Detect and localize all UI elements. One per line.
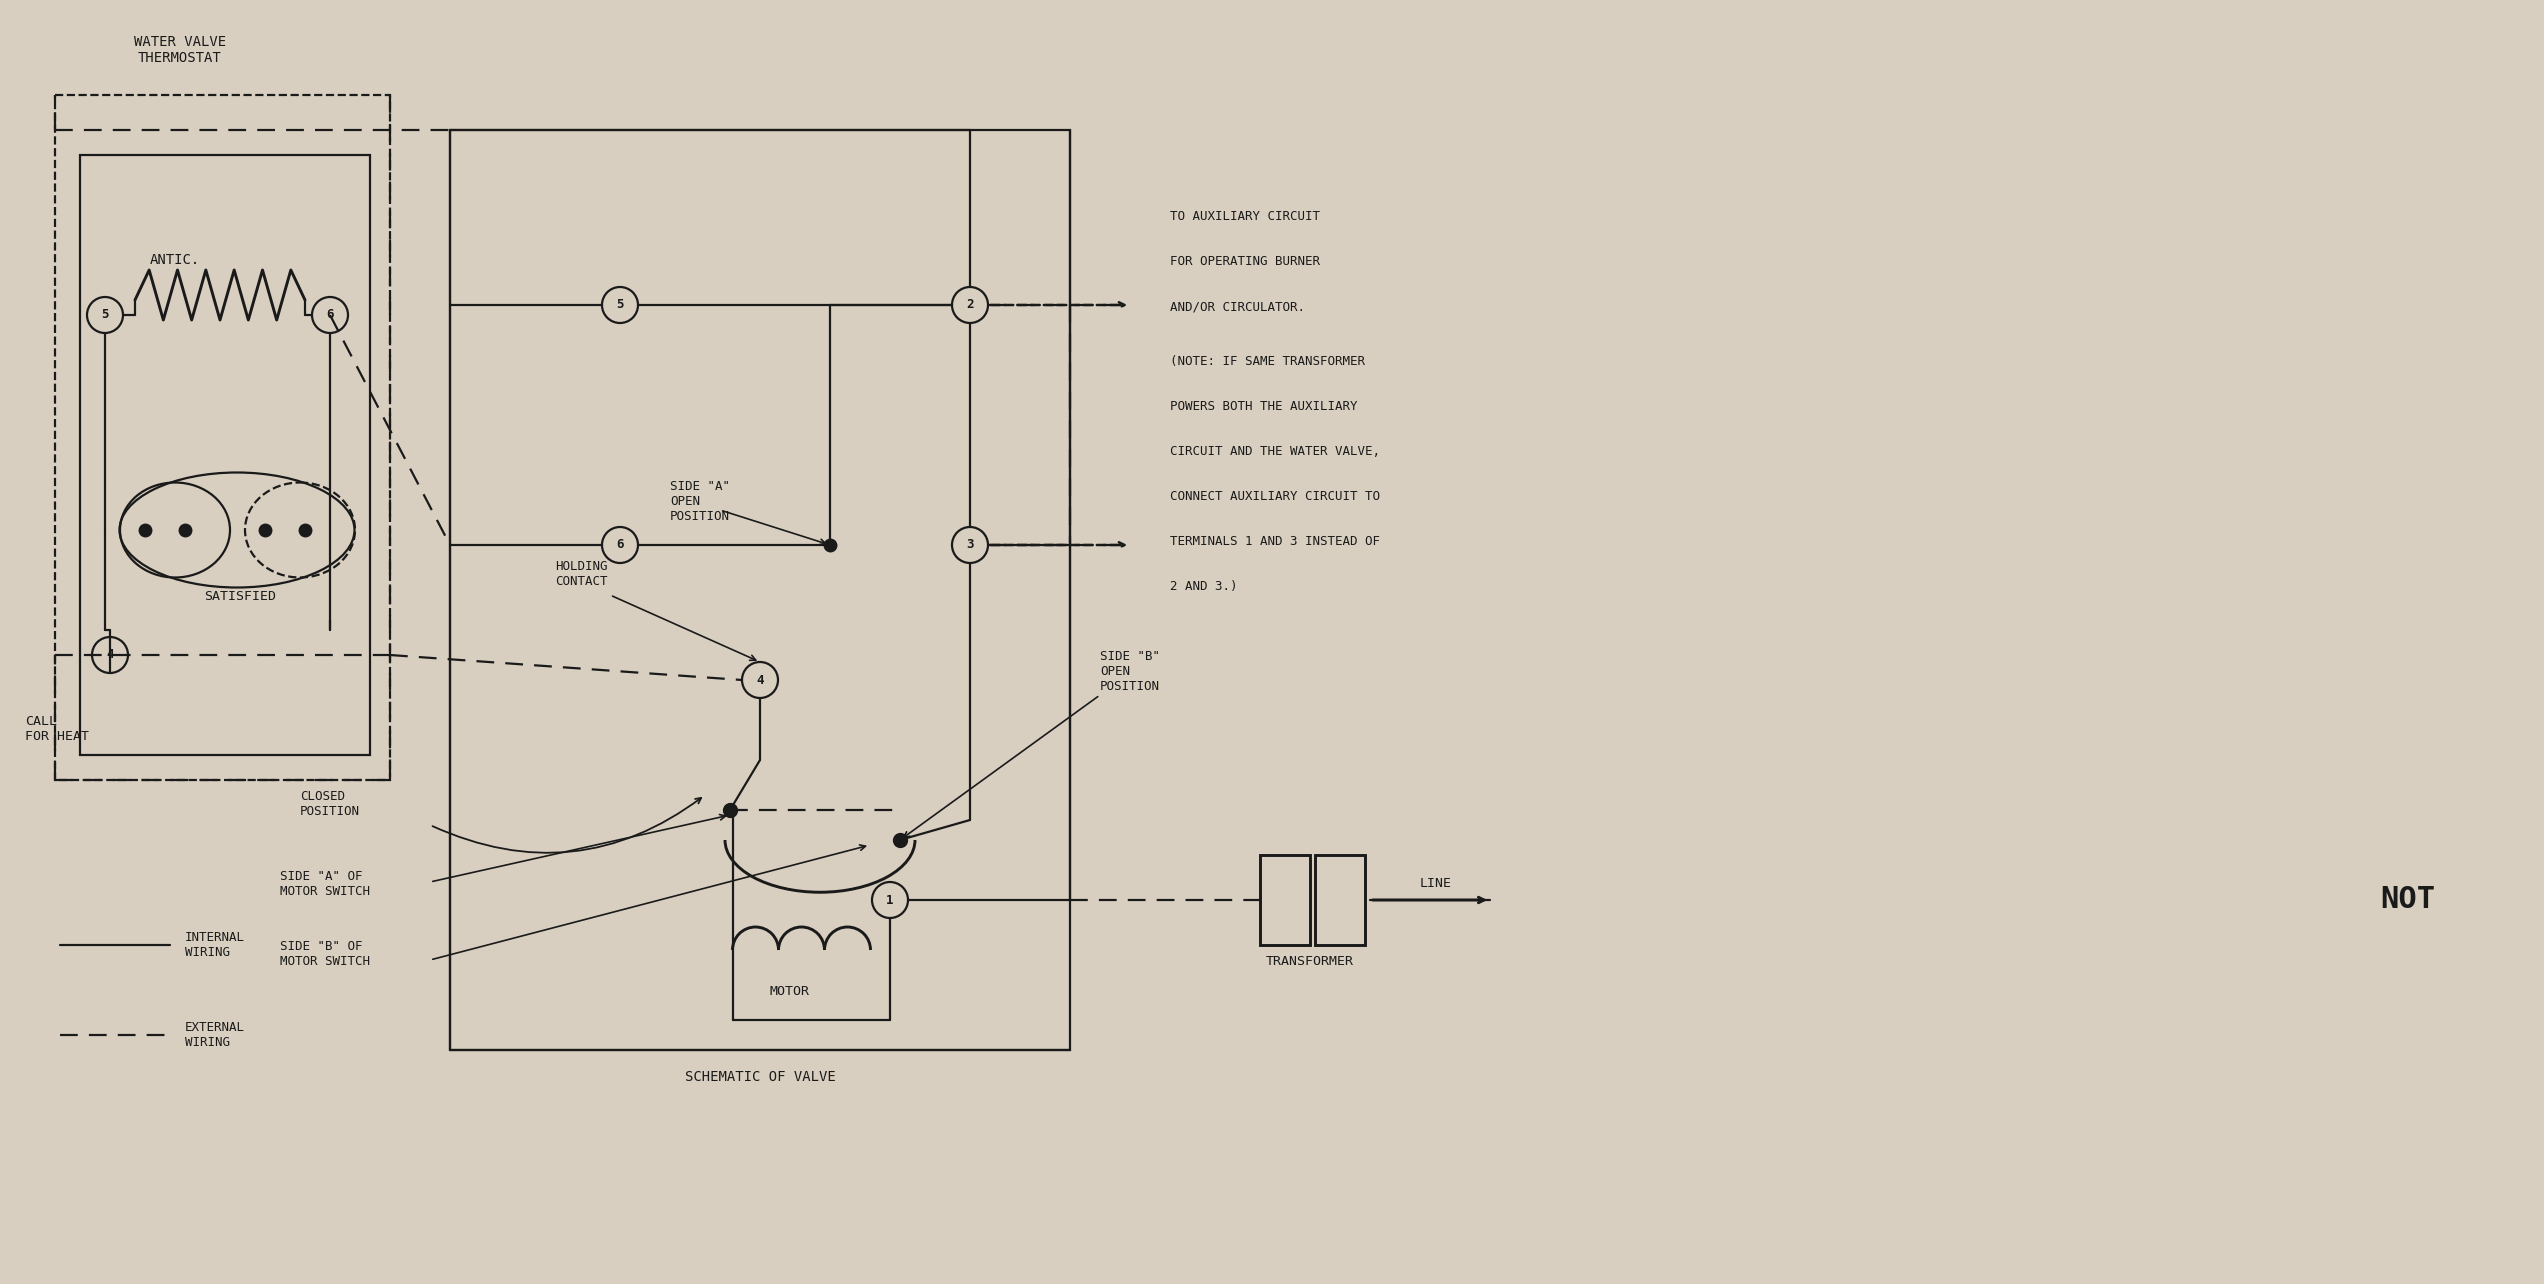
Text: SIDE "A"
OPEN
POSITION: SIDE "A" OPEN POSITION: [669, 480, 730, 523]
Text: TERMINALS 1 AND 3 INSTEAD OF: TERMINALS 1 AND 3 INSTEAD OF: [1170, 535, 1379, 548]
Text: TRANSFORMER: TRANSFORMER: [1267, 955, 1353, 968]
Text: CONNECT AUXILIARY CIRCUIT TO: CONNECT AUXILIARY CIRCUIT TO: [1170, 490, 1379, 503]
Bar: [56, 95, 389, 779]
Text: 1: 1: [885, 894, 893, 907]
Text: 4: 4: [107, 648, 114, 661]
Text: 3: 3: [967, 538, 974, 552]
Bar: [1259, 855, 1310, 945]
Text: POWERS BOTH THE AUXILIARY: POWERS BOTH THE AUXILIARY: [1170, 401, 1358, 413]
Text: SIDE "B"
OPEN
POSITION: SIDE "B" OPEN POSITION: [1099, 650, 1160, 693]
Text: LINE: LINE: [1420, 877, 1453, 890]
Text: NOT: NOT: [2381, 886, 2435, 914]
Text: HOLDING
CONTACT: HOLDING CONTACT: [555, 560, 608, 588]
Bar: [1315, 855, 1366, 945]
Text: AND/OR CIRCULATOR.: AND/OR CIRCULATOR.: [1170, 300, 1305, 313]
Text: SIDE "B" OF
MOTOR SWITCH: SIDE "B" OF MOTOR SWITCH: [280, 940, 369, 968]
Text: FOR OPERATING BURNER: FOR OPERATING BURNER: [1170, 256, 1320, 268]
Text: 2: 2: [967, 298, 974, 312]
Text: WATER VALVE
THERMOSTAT: WATER VALVE THERMOSTAT: [135, 35, 226, 65]
Text: 5: 5: [616, 298, 623, 312]
Text: CALL
FOR HEAT: CALL FOR HEAT: [25, 715, 89, 743]
Bar: [79, 155, 369, 755]
Bar: [450, 130, 1071, 1050]
Text: 2 AND 3.): 2 AND 3.): [1170, 580, 1236, 593]
Text: SIDE "A" OF
MOTOR SWITCH: SIDE "A" OF MOTOR SWITCH: [280, 871, 369, 898]
Text: 6: 6: [326, 308, 333, 321]
Text: 4: 4: [756, 674, 763, 687]
Text: 6: 6: [616, 538, 623, 552]
Text: EXTERNAL
WIRING: EXTERNAL WIRING: [186, 1021, 244, 1049]
Text: INTERNAL
WIRING: INTERNAL WIRING: [186, 931, 244, 959]
Text: TO AUXILIARY CIRCUIT: TO AUXILIARY CIRCUIT: [1170, 211, 1320, 223]
Text: CLOSED
POSITION: CLOSED POSITION: [300, 790, 361, 818]
Text: ANTIC.: ANTIC.: [150, 253, 201, 267]
Text: 5: 5: [102, 308, 109, 321]
Text: SCHEMATIC OF VALVE: SCHEMATIC OF VALVE: [684, 1070, 834, 1084]
Text: SATISFIED: SATISFIED: [204, 591, 275, 603]
Text: (NOTE: IF SAME TRANSFORMER: (NOTE: IF SAME TRANSFORMER: [1170, 354, 1366, 369]
Text: MOTOR: MOTOR: [771, 985, 809, 998]
Text: CIRCUIT AND THE WATER VALVE,: CIRCUIT AND THE WATER VALVE,: [1170, 446, 1379, 458]
